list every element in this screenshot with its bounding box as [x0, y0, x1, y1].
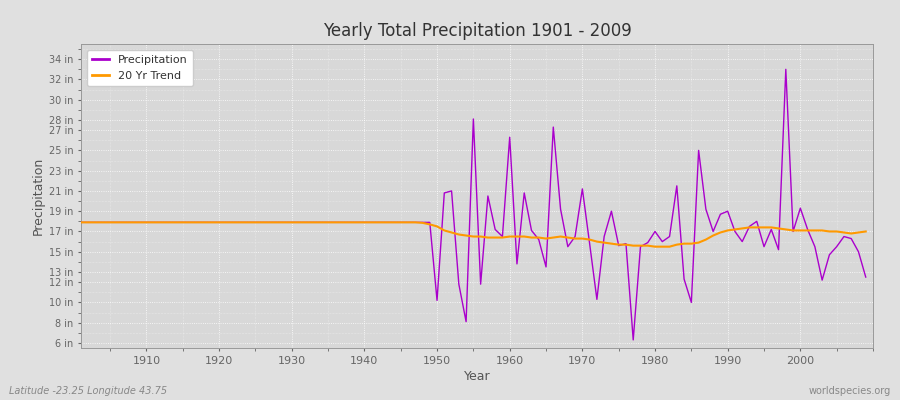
Text: Latitude -23.25 Longitude 43.75: Latitude -23.25 Longitude 43.75 [9, 386, 167, 396]
X-axis label: Year: Year [464, 370, 490, 383]
Y-axis label: Precipitation: Precipitation [32, 157, 45, 235]
Text: worldspecies.org: worldspecies.org [809, 386, 891, 396]
Legend: Precipitation, 20 Yr Trend: Precipitation, 20 Yr Trend [86, 50, 193, 86]
Title: Yearly Total Precipitation 1901 - 2009: Yearly Total Precipitation 1901 - 2009 [322, 22, 632, 40]
